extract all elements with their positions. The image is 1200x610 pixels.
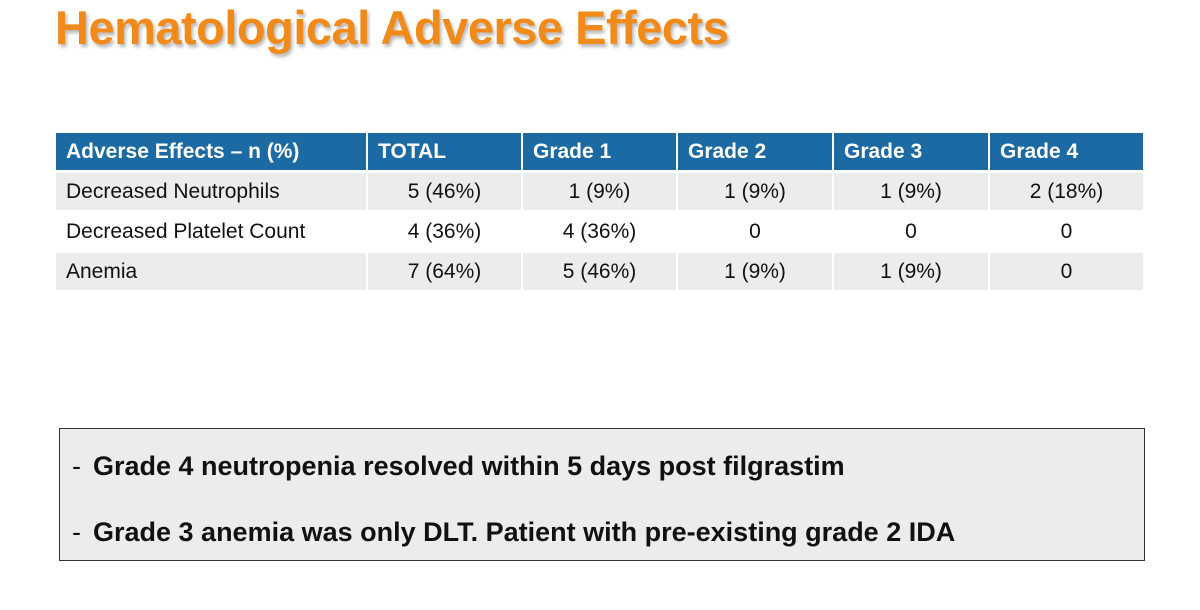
cell-grade-3: 0 <box>834 213 988 250</box>
cell-grade-4: 0 <box>990 253 1143 290</box>
cell-total: 4 (36%) <box>368 213 521 250</box>
cell-grade-3: 1 (9%) <box>834 253 988 290</box>
note-text: Grade 3 anemia was only DLT. Patient wit… <box>93 517 956 547</box>
header-adverse-effects: Adverse Effects – n (%) <box>56 133 366 170</box>
cell-grade-4: 2 (18%) <box>990 173 1143 210</box>
cell-total: 7 (64%) <box>368 253 521 290</box>
cell-grade-1: 4 (36%) <box>523 213 676 250</box>
row-label: Decreased Platelet Count <box>56 213 366 250</box>
cell-grade-4: 0 <box>990 213 1143 250</box>
table-row: Decreased Neutrophils 5 (46%) 1 (9%) 1 (… <box>56 173 1143 210</box>
cell-grade-2: 0 <box>678 213 832 250</box>
header-total: TOTAL <box>368 133 521 170</box>
note-text: Grade 4 neutropenia resolved within 5 da… <box>93 451 845 481</box>
cell-grade-2: 1 (9%) <box>678 173 832 210</box>
note-item: - Grade 4 neutropenia resolved within 5 d… <box>72 451 845 482</box>
row-label: Decreased Neutrophils <box>56 173 366 210</box>
table-row: Decreased Platelet Count 4 (36%) 4 (36%)… <box>56 213 1143 250</box>
header-grade-1: Grade 1 <box>523 133 676 170</box>
note-item: - Grade 3 anemia was only DLT. Patient wi… <box>72 517 955 548</box>
header-grade-4: Grade 4 <box>990 133 1143 170</box>
notes-box: - Grade 4 neutropenia resolved within 5 d… <box>59 428 1145 561</box>
cell-grade-3: 1 (9%) <box>834 173 988 210</box>
header-grade-3: Grade 3 <box>834 133 988 170</box>
header-grade-2: Grade 2 <box>678 133 832 170</box>
adverse-effects-table: Adverse Effects – n (%) TOTAL Grade 1 Gr… <box>54 130 1145 293</box>
slide-title: Hematological Adverse Effects <box>55 1 729 54</box>
row-label: Anemia <box>56 253 366 290</box>
cell-grade-1: 1 (9%) <box>523 173 676 210</box>
cell-grade-2: 1 (9%) <box>678 253 832 290</box>
table-row: Anemia 7 (64%) 5 (46%) 1 (9%) 1 (9%) 0 <box>56 253 1143 290</box>
table-header-row: Adverse Effects – n (%) TOTAL Grade 1 Gr… <box>56 133 1143 170</box>
note-bullet: - <box>72 517 81 547</box>
cell-total: 5 (46%) <box>368 173 521 210</box>
note-bullet: - <box>72 451 81 481</box>
cell-grade-1: 5 (46%) <box>523 253 676 290</box>
